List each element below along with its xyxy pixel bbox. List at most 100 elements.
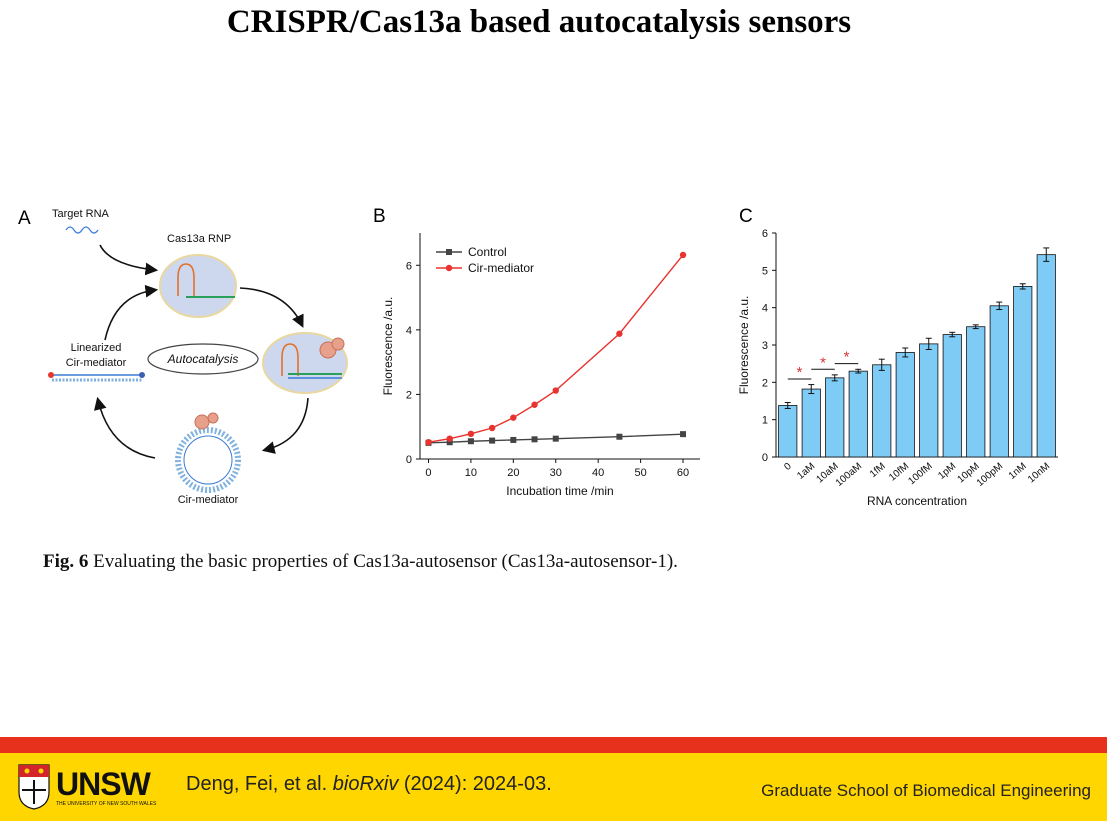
y-tick-label: 0 <box>762 452 768 464</box>
data-point <box>467 438 474 445</box>
data-point <box>680 431 687 438</box>
x-tick-label: 40 <box>592 467 604 479</box>
x-tick-label: 1pM <box>936 461 958 482</box>
x-tick-label: 0 <box>425 467 431 479</box>
autocatalysis-diagram: Target RNA Cas13a RNP Autocatalysis Cir-… <box>48 208 348 506</box>
figure-caption: Fig. 6 Evaluating the basic properties o… <box>43 551 678 573</box>
x-tick-label: 10nM <box>1026 461 1052 486</box>
quencher-dot <box>139 372 145 378</box>
data-point <box>489 437 496 444</box>
data-point <box>531 401 538 408</box>
y-tick-label: 4 <box>762 303 768 315</box>
arrow-cir-to-linear <box>94 396 156 459</box>
y-tick-label: 5 <box>762 265 768 277</box>
x-tick-label: 50 <box>634 467 646 479</box>
bar-10nM <box>1036 254 1056 458</box>
bar-10aM <box>825 377 845 458</box>
series-line-cir-mediator <box>428 254 684 443</box>
bar-100pM <box>989 305 1009 458</box>
x-tick-label: 0 <box>782 461 794 473</box>
panel-b-label: B <box>373 206 386 227</box>
data-point <box>552 435 559 442</box>
citation-journal: bioRxiv <box>332 773 399 795</box>
significance-star: * <box>844 349 850 366</box>
caption-figure-number: Fig. 6 <box>43 551 89 572</box>
x-tick-label: 100pM <box>975 461 1005 489</box>
y-tick-label: 4 <box>406 325 412 337</box>
x-tick-label: 10 <box>465 467 477 479</box>
x-tick-label: 100fM <box>906 461 934 487</box>
rnp-label: Cas13a RNP <box>167 233 231 245</box>
data-point <box>446 435 453 442</box>
target-rna-label: Target RNA <box>52 208 110 220</box>
x-axis-title: RNA concentration <box>867 494 967 508</box>
active-hairpin <box>281 343 299 376</box>
citation-authors: Deng, Fei, et al. <box>186 773 333 795</box>
cir-mediator-ring <box>175 427 241 493</box>
data-point <box>616 433 623 440</box>
unsw-logo-subtext: THE UNIVERSITY OF NEW SOUTH WALES <box>56 801 157 807</box>
x-axis-title: Incubation time /min <box>506 484 613 498</box>
y-tick-label: 2 <box>406 389 412 401</box>
x-tick-label: 1aM <box>795 461 817 482</box>
cir-mediator-label: Cir-mediator <box>178 494 239 506</box>
y-tick-label: 2 <box>762 377 768 389</box>
target-rna-strand <box>65 226 99 234</box>
x-tick-label: 1fM <box>868 461 888 480</box>
rnp-complex <box>159 254 237 318</box>
arrow-active-to-cir <box>261 397 309 454</box>
data-point <box>679 251 687 259</box>
autocatalysis-bubble <box>147 343 259 375</box>
panel-c-label: C <box>739 206 753 227</box>
x-tick-label: 100aM <box>834 461 864 489</box>
arrow-rnp-to-active <box>239 287 304 328</box>
data-point <box>446 439 453 446</box>
data-point <box>425 439 432 446</box>
legend-marker <box>445 264 453 272</box>
unsw-logo-text: UNSW <box>56 766 151 802</box>
x-tick-label: 60 <box>677 467 689 479</box>
cas13a-protein-icon <box>194 414 210 430</box>
cas13a-protein-icon <box>207 412 219 424</box>
slide-title: CRISPR/Cas13a based autocatalysis sensor… <box>226 4 852 40</box>
data-point <box>531 436 538 443</box>
y-tick-label: 6 <box>406 260 412 272</box>
arrow-target-to-rnp <box>99 244 159 276</box>
legend-label: Cir-mediator <box>468 261 534 275</box>
crrna-hairpin <box>177 263 195 296</box>
legend-marker <box>446 249 452 255</box>
x-tick-label: 30 <box>550 467 562 479</box>
data-point <box>510 436 517 443</box>
data-point <box>510 414 517 421</box>
cas13a-protein-icon <box>331 337 345 351</box>
significance-star: * <box>820 354 826 371</box>
bar-100aM <box>848 370 868 458</box>
school-name: Graduate School of Biomedical Engineerin… <box>761 781 1091 800</box>
bar-10fM <box>895 352 915 458</box>
data-point <box>552 387 559 394</box>
citation-year: (2024): 2024-03. <box>398 773 552 795</box>
arrow-linear-to-rnp <box>104 284 159 341</box>
y-tick-label: 0 <box>406 454 412 466</box>
autocatalysis-label: Autocatalysis <box>167 352 239 366</box>
y-axis-title: Fluorescence /a.u. <box>381 297 395 396</box>
data-point <box>616 330 623 337</box>
panel-a-label: A <box>18 208 31 229</box>
significance-star: * <box>797 364 803 381</box>
x-tick-label: 1nM <box>1007 461 1029 482</box>
caption-text: Evaluating the basic properties of Cas13… <box>88 551 678 572</box>
x-tick-label: 20 <box>507 467 519 479</box>
y-tick-label: 1 <box>762 415 768 427</box>
bar-1fM <box>872 364 892 458</box>
data-point <box>488 424 496 432</box>
bar-0 <box>778 405 798 458</box>
linearized-label-1: Linearized <box>71 342 122 354</box>
footer-bar <box>0 753 1107 821</box>
bar-1aM <box>801 388 821 458</box>
y-tick-label: 6 <box>762 228 768 240</box>
footer-red-stripe <box>0 737 1107 753</box>
y-axis-title: Fluorescence /a.u. <box>737 296 751 395</box>
bar-1pM <box>942 334 962 458</box>
